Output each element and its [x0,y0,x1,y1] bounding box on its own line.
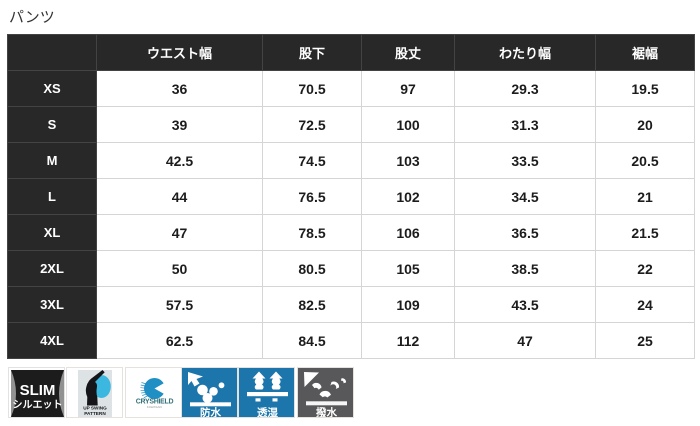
svg-text:KAWASAKI: KAWASAKI [147,405,163,409]
svg-text:撥水: 撥水 [316,406,337,418]
svg-text:透湿: 透湿 [257,406,278,418]
svg-text:SLIM: SLIM [20,382,56,399]
svg-text:UP SWING: UP SWING [83,406,107,411]
svg-text:シルエット: シルエット [13,399,63,411]
svg-text:防水: 防水 [200,406,221,418]
svg-text:PATTERN: PATTERN [84,411,106,416]
